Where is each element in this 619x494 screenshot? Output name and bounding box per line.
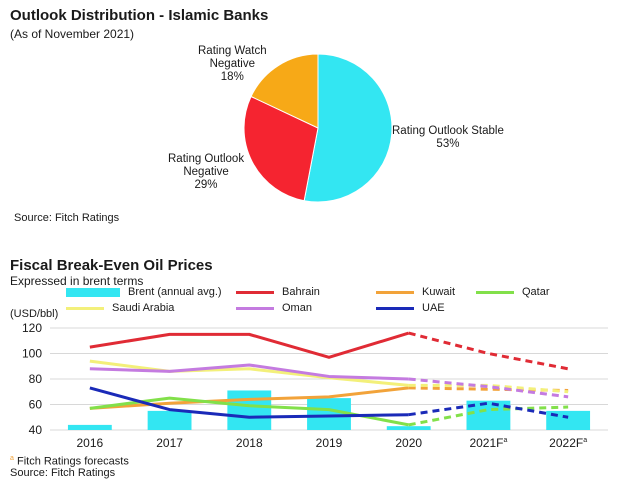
x-tick-label: 2018	[236, 436, 263, 450]
x-tick-label: 2019	[316, 436, 343, 450]
legend-item-kuwait: Kuwait	[376, 286, 455, 298]
pie-label-negative-text-1: Rating Outlook	[168, 153, 245, 165]
x-tick-label: 2016	[77, 436, 104, 450]
y-tick-label: 80	[29, 372, 43, 386]
series-forecast-line-oman	[408, 377, 569, 399]
legend-swatch-kuwait	[376, 290, 414, 294]
legend-label-oman: Oman	[282, 302, 312, 314]
y-tick-label: 100	[22, 347, 42, 361]
line-source: Source: Fitch Ratings	[10, 467, 116, 479]
series-line-saudi-arabia	[89, 359, 409, 387]
line-chart-title: Fiscal Break-Even Oil Prices	[10, 257, 213, 274]
legend-item-saudi-arabia: Saudi Arabia	[66, 302, 174, 314]
brent-bar	[227, 390, 272, 430]
pie-label-watch-text-2: Negative	[209, 58, 255, 70]
pie-label-watch: Rating Watch Negative 18%	[198, 45, 267, 84]
footnote-text: Fitch Ratings forecasts	[16, 455, 129, 468]
series-forecast-line-kuwait	[408, 386, 569, 392]
footnote-marker: a	[10, 455, 14, 462]
pie-label-negative-text-2: Negative	[183, 166, 229, 178]
legend-item-uae: UAE	[376, 302, 445, 314]
pie-label-stable: Rating Outlook Stable 53%	[392, 125, 504, 151]
legend-label-qatar: Qatar	[522, 286, 550, 298]
pie-chart	[243, 53, 393, 203]
line-chart-subtitle: Expressed in brent terms	[10, 274, 144, 288]
series-line-kuwait	[89, 386, 409, 410]
legend-label-bahrain: Bahrain	[282, 286, 320, 298]
legend-swatch-qatar	[476, 290, 514, 294]
pie-source: Source: Fitch Ratings	[14, 212, 120, 224]
legend-label-saudi-arabia: Saudi Arabia	[112, 302, 175, 314]
y-tick-label: 60	[29, 398, 43, 412]
y-axis-unit-label: (USD/bbl)	[10, 308, 59, 320]
pie-label-stable-text: Rating Outlook Stable	[392, 125, 504, 137]
series-forecast-line-uae	[408, 401, 569, 419]
x-tick-label: 2017	[156, 436, 183, 450]
brent-bar	[546, 410, 591, 430]
series-line-uae	[89, 386, 409, 419]
legend-label-brent: Brent (annual avg.)	[128, 286, 222, 298]
legend-swatch-oman	[236, 306, 274, 310]
footnote: a Fitch Ratings forecasts	[10, 455, 129, 468]
x-tick-label: 2021Fa	[469, 436, 507, 450]
legend-item-bahrain: Bahrain	[236, 286, 320, 298]
x-tick-label: 2020	[395, 436, 422, 450]
brent-bar	[386, 426, 431, 430]
pie-label-stable-pct: 53%	[436, 138, 460, 150]
pie-chart-subtitle: (As of November 2021)	[10, 27, 135, 41]
pie-label-watch-pct: 18%	[220, 71, 244, 83]
legend-item-qatar: Qatar	[476, 286, 550, 298]
pie-slice-stable	[303, 53, 393, 203]
series-line-oman	[89, 363, 409, 381]
series-forecast-line-qatar	[408, 405, 569, 427]
pie-slice-watch	[250, 53, 319, 129]
line-chart-legend: Brent (annual avg.) Bahrain Kuwait Qatar…	[66, 286, 618, 318]
pie-label-negative: Rating Outlook Negative 29%	[168, 153, 244, 192]
pie-label-negative-pct: 29%	[194, 179, 218, 191]
legend-swatch-brent	[66, 287, 120, 297]
y-tick-label: 120	[22, 321, 42, 335]
y-tick-label: 40	[29, 423, 43, 437]
brent-bar	[147, 410, 192, 430]
brent-bar	[466, 400, 511, 430]
pie-slice-negative	[243, 95, 319, 202]
legend-item-brent: Brent (annual avg.)	[66, 286, 222, 298]
series-forecast-line-bahrain	[408, 331, 569, 371]
pie-label-watch-text-1: Rating Watch	[198, 45, 267, 57]
series-line-qatar	[89, 396, 409, 427]
legend-swatch-uae	[376, 306, 414, 310]
legend-label-kuwait: Kuwait	[422, 286, 456, 298]
series-forecast-line-saudi-arabia	[408, 383, 569, 394]
pie-chart-title: Outlook Distribution - Islamic Banks	[10, 7, 269, 24]
legend-swatch-bahrain	[236, 290, 274, 294]
x-tick-label: 2022Fa	[549, 436, 587, 450]
brent-bar	[307, 398, 351, 430]
legend-item-oman: Oman	[236, 302, 312, 314]
legend-swatch-saudi-arabia	[66, 306, 104, 310]
legend-label-uae: UAE	[422, 302, 445, 314]
brent-bar	[67, 424, 112, 430]
series-line-bahrain	[89, 331, 410, 359]
